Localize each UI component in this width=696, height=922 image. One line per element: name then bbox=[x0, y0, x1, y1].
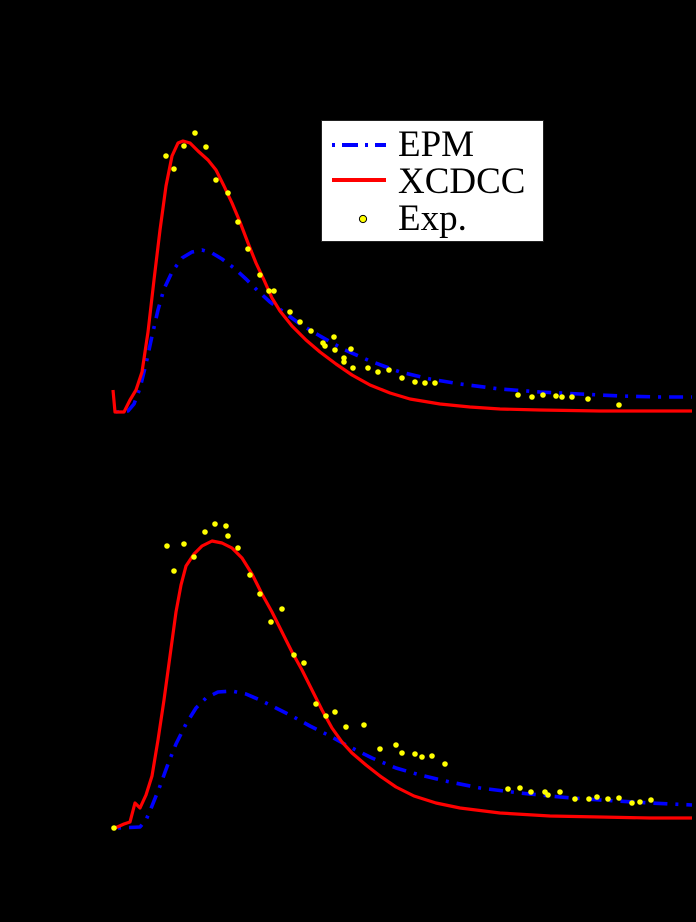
data-point bbox=[181, 541, 187, 547]
data-point bbox=[412, 379, 418, 385]
data-point bbox=[171, 166, 177, 172]
data-point bbox=[648, 797, 654, 803]
data-point bbox=[291, 652, 297, 658]
data-point bbox=[308, 328, 314, 334]
series-xcdcc-line bbox=[111, 139, 692, 414]
series-exp-markers bbox=[111, 521, 654, 831]
data-point bbox=[332, 347, 338, 353]
data-point bbox=[181, 143, 187, 149]
data-point bbox=[375, 369, 381, 375]
data-point bbox=[377, 746, 383, 752]
data-point bbox=[529, 394, 535, 400]
data-point bbox=[271, 288, 277, 294]
data-point bbox=[313, 701, 319, 707]
legend: EPM XCDCC Exp. bbox=[321, 120, 544, 242]
series-epm-line bbox=[117, 689, 693, 830]
dash-dot-line-icon bbox=[332, 143, 386, 147]
data-point bbox=[637, 799, 643, 805]
data-point bbox=[225, 190, 231, 196]
data-point bbox=[235, 219, 241, 225]
data-point bbox=[505, 786, 511, 792]
data-point bbox=[422, 380, 428, 386]
data-point bbox=[171, 568, 177, 574]
data-point bbox=[517, 785, 523, 791]
legend-item-xcdcc: XCDCC bbox=[322, 161, 543, 202]
data-point bbox=[559, 394, 565, 400]
data-point bbox=[257, 591, 263, 597]
data-point bbox=[545, 792, 551, 798]
data-point bbox=[213, 177, 219, 183]
data-point bbox=[429, 753, 435, 759]
series-exp-markers bbox=[163, 130, 622, 408]
data-point bbox=[257, 272, 263, 278]
data-point bbox=[323, 713, 329, 719]
data-point bbox=[399, 750, 405, 756]
data-point bbox=[203, 144, 209, 150]
data-point bbox=[553, 393, 559, 399]
data-point bbox=[365, 365, 371, 371]
data-point bbox=[331, 334, 337, 340]
data-point bbox=[348, 346, 354, 352]
data-point bbox=[341, 359, 347, 365]
legend-item-epm: EPM bbox=[322, 124, 543, 165]
data-point bbox=[192, 130, 198, 136]
legend-label-epm: EPM bbox=[398, 124, 475, 165]
data-point bbox=[287, 309, 293, 315]
data-point bbox=[322, 343, 328, 349]
data-point bbox=[235, 545, 241, 551]
data-point bbox=[540, 392, 546, 398]
data-point bbox=[442, 761, 448, 767]
data-point bbox=[515, 392, 521, 398]
data-point bbox=[594, 794, 600, 800]
data-point bbox=[163, 153, 169, 159]
data-point bbox=[212, 521, 218, 527]
data-point bbox=[343, 724, 349, 730]
data-point bbox=[419, 754, 425, 760]
data-point bbox=[412, 751, 418, 757]
data-point bbox=[297, 319, 303, 325]
legend-label-exp: Exp. bbox=[398, 198, 467, 239]
data-point bbox=[223, 523, 229, 529]
data-point bbox=[332, 709, 338, 715]
data-point bbox=[341, 355, 347, 361]
data-point bbox=[605, 796, 611, 802]
legend-label-xcdcc: XCDCC bbox=[398, 161, 526, 202]
data-point bbox=[164, 543, 170, 549]
data-point bbox=[616, 795, 622, 801]
data-point bbox=[572, 796, 578, 802]
circle-marker-icon bbox=[358, 214, 368, 224]
data-point bbox=[569, 394, 575, 400]
data-point bbox=[432, 380, 438, 386]
data-point bbox=[629, 800, 635, 806]
legend-item-exp: Exp. bbox=[322, 198, 543, 239]
data-point bbox=[268, 619, 274, 625]
data-point bbox=[225, 533, 231, 539]
data-point bbox=[399, 375, 405, 381]
data-point bbox=[279, 606, 285, 612]
data-point bbox=[361, 722, 367, 728]
data-point bbox=[202, 529, 208, 535]
data-point bbox=[393, 742, 399, 748]
data-point bbox=[586, 796, 592, 802]
top-panel bbox=[111, 130, 692, 414]
solid-line-icon bbox=[332, 178, 386, 182]
data-point bbox=[247, 572, 253, 578]
data-point bbox=[301, 660, 307, 666]
data-point bbox=[386, 367, 392, 373]
data-point bbox=[585, 396, 591, 402]
data-point bbox=[557, 789, 563, 795]
data-point bbox=[350, 365, 356, 371]
data-point bbox=[528, 789, 534, 795]
bottom-panel bbox=[111, 521, 693, 831]
data-point bbox=[191, 554, 197, 560]
data-point bbox=[245, 246, 251, 252]
data-point bbox=[616, 402, 622, 408]
data-point bbox=[111, 825, 117, 831]
data-point bbox=[266, 288, 272, 294]
